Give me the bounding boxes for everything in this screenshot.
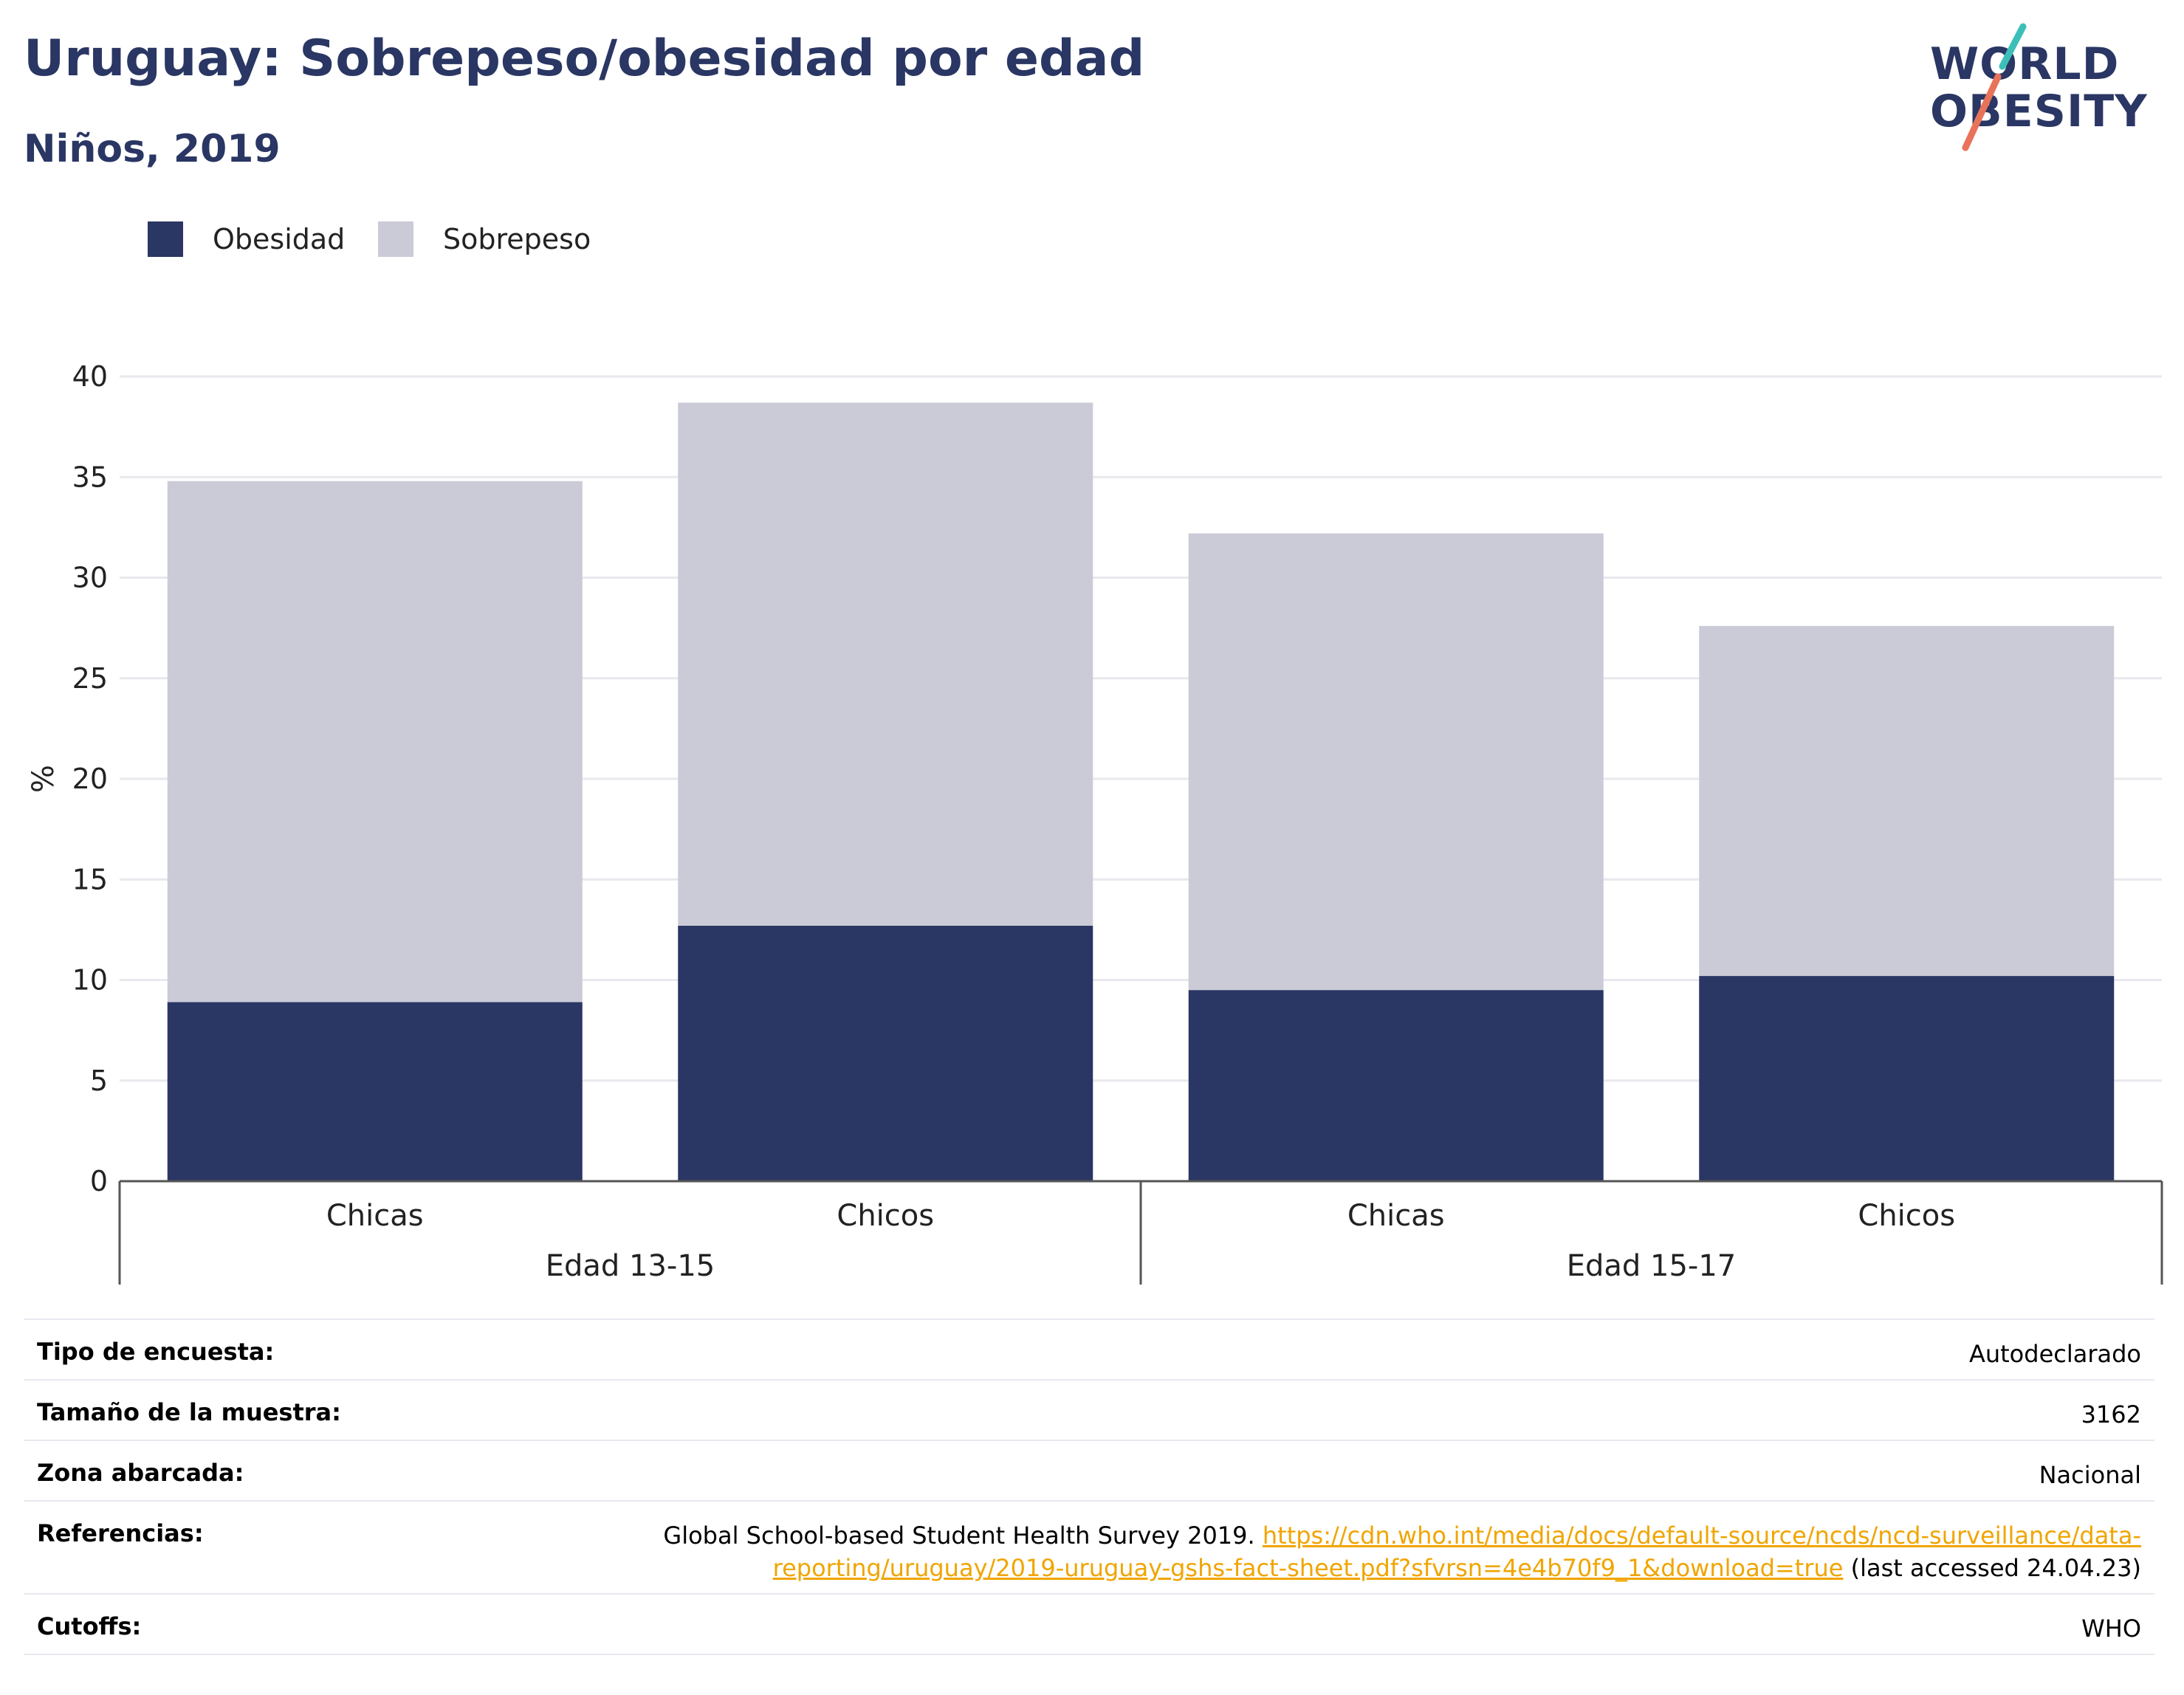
chart-title: Uruguay: Sobrepeso/obesidad por edad <box>24 30 1145 88</box>
legend-label-sobrepeso: Sobrepeso <box>443 223 591 255</box>
y-tick-label: 20 <box>72 763 108 795</box>
bar-sobrepeso <box>678 402 1093 926</box>
info-value: 3162 <box>2081 1400 2141 1428</box>
y-tick-label: 0 <box>90 1165 108 1197</box>
bar-obesidad <box>167 1002 583 1181</box>
reference-accessed-note: (last accessed 24.04.23) <box>1843 1554 2141 1582</box>
y-tick-label: 10 <box>72 964 108 997</box>
info-row-area: Zona abarcada: Nacional <box>24 1440 2154 1500</box>
info-value: WHO <box>2081 1615 2141 1643</box>
x-group-label: Edad 15-17 <box>1567 1249 1737 1283</box>
legend-label-obesidad: Obesidad <box>213 223 346 255</box>
x-category-label: Chicas <box>326 1199 424 1233</box>
legend-item-sobrepeso: Sobrepeso <box>378 219 591 260</box>
bar-sobrepeso <box>167 481 583 1003</box>
legend-item-obesidad: Obesidad <box>148 219 345 260</box>
x-category-label: Chicos <box>1858 1199 1955 1233</box>
info-value: Nacional <box>2039 1461 2141 1489</box>
info-value: Global School-based Student Health Surve… <box>663 1502 2141 1584</box>
y-tick-label: 40 <box>72 360 108 393</box>
y-tick-label: 5 <box>90 1065 108 1097</box>
y-tick-label: 30 <box>72 562 108 594</box>
reference-link-line-1[interactable]: https://cdn.who.int/media/docs/default-s… <box>1262 1522 2141 1550</box>
logo-slash-icon <box>1962 23 2027 151</box>
legend-swatch-obesidad <box>148 221 183 257</box>
info-table: Tipo de encuesta: Autodeclarado Tamaño d… <box>24 1318 2154 1655</box>
info-key: Referencias: <box>37 1519 204 1547</box>
x-category-label: Chicos <box>837 1199 934 1233</box>
info-value: Autodeclarado <box>1968 1340 2141 1368</box>
legend-swatch-sobrepeso <box>378 221 413 257</box>
logo-line-1: WORLD <box>1930 38 2120 90</box>
bar-sobrepeso <box>1188 533 1604 991</box>
bar-obesidad <box>1188 990 1604 1181</box>
chart-subtitle: Niños, 2019 <box>24 127 281 171</box>
bar-sobrepeso <box>1699 625 2115 977</box>
y-tick-label: 35 <box>72 461 108 493</box>
bar-chart: 0 5 10 15 20 25 30 35 40% Chicas Chicos Chicas Chico… <box>27 360 2163 1285</box>
bar-obesidad <box>1699 976 2115 1181</box>
world-obesity-logo: WORLD OBESITY <box>1920 21 2171 154</box>
x-category-label: Chicas <box>1347 1199 1445 1233</box>
info-key: Zona abarcada: <box>37 1459 244 1487</box>
info-row-references: Referencias: Global School-based Student… <box>24 1500 2154 1593</box>
info-key: Cutoffs: <box>37 1612 142 1640</box>
reference-text: Global School-based Student Health Surve… <box>663 1522 1263 1550</box>
info-key: Tipo de encuesta: <box>37 1338 275 1366</box>
y-axis-label: % <box>27 765 61 793</box>
bar-obesidad <box>678 925 1093 1181</box>
logo-line-2: OBESITY <box>1930 86 2148 137</box>
info-row-cutoffs: Cutoffs: WHO <box>24 1593 2154 1655</box>
info-key: Tamaño de la muestra: <box>37 1398 341 1426</box>
x-group-label: Edad 13-15 <box>546 1249 715 1283</box>
y-tick-label: 25 <box>72 662 108 695</box>
info-row-sample-size: Tamaño de la muestra: 3162 <box>24 1379 2154 1440</box>
info-row-survey-type: Tipo de encuesta: Autodeclarado <box>24 1318 2154 1379</box>
y-tick-label: 15 <box>72 863 108 895</box>
reference-link-line-2[interactable]: reporting/uruguay/2019-uruguay-gshs-fact… <box>772 1554 1844 1582</box>
